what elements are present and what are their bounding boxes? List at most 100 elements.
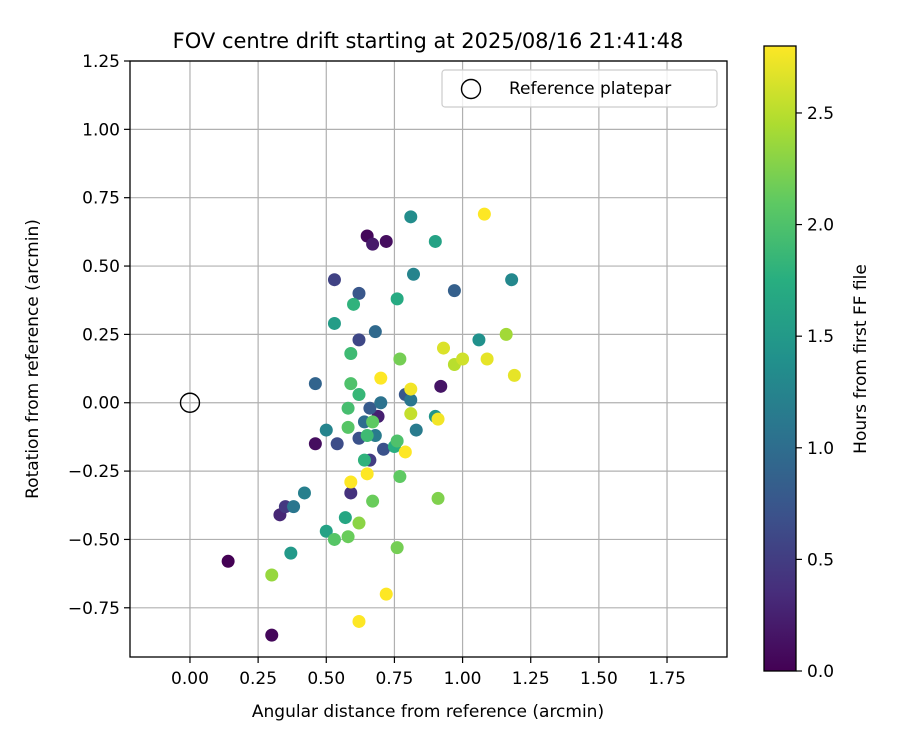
data-point xyxy=(456,352,470,366)
data-point xyxy=(436,341,450,355)
data-point xyxy=(344,475,358,489)
x-tick-label: 1.25 xyxy=(512,669,550,689)
data-point xyxy=(499,327,513,341)
data-point xyxy=(308,377,322,391)
data-point xyxy=(431,412,445,426)
data-point xyxy=(434,379,448,393)
data-point xyxy=(407,267,421,281)
data-point xyxy=(404,210,418,224)
legend-marker-reference xyxy=(460,78,482,100)
data-point xyxy=(390,292,404,306)
data-point xyxy=(377,442,391,456)
data-point xyxy=(368,325,382,339)
data-point xyxy=(472,333,486,347)
chart-title: FOV centre drift starting at 2025/08/16 … xyxy=(173,29,684,53)
data-point xyxy=(319,423,333,437)
x-tick-label: 0.50 xyxy=(307,669,345,689)
legend-box xyxy=(441,69,718,108)
data-point xyxy=(404,382,418,396)
data-point xyxy=(341,530,355,544)
data-point xyxy=(287,500,301,514)
data-point xyxy=(330,437,344,451)
data-point xyxy=(477,207,491,221)
x-tick-label: 0.25 xyxy=(239,669,277,689)
data-point xyxy=(363,401,377,415)
data-point xyxy=(374,396,388,410)
data-point xyxy=(352,286,366,300)
data-point xyxy=(404,393,418,407)
x-tick-label: 1.00 xyxy=(444,669,482,689)
data-point xyxy=(284,546,298,560)
colorbar-tick-label: 1.0 xyxy=(807,439,834,459)
y-tick-label: −0.25 xyxy=(68,462,120,482)
data-point xyxy=(344,347,358,361)
data-point xyxy=(398,445,412,459)
data-point xyxy=(338,511,352,525)
data-points xyxy=(179,207,521,642)
data-point xyxy=(319,524,333,538)
legend-entry-reference: Reference platepar xyxy=(509,79,671,99)
data-point xyxy=(404,407,418,421)
data-point xyxy=(308,437,322,451)
x-axis-label: Angular distance from reference (arcmin) xyxy=(252,702,604,722)
data-point xyxy=(341,401,355,415)
data-point xyxy=(357,453,371,467)
colorbar-tick-label: 2.5 xyxy=(807,104,834,124)
data-point xyxy=(327,316,341,330)
data-point xyxy=(265,568,279,582)
colorbar-tick-label: 0.0 xyxy=(807,662,834,682)
data-point xyxy=(352,614,366,628)
data-point xyxy=(447,284,461,298)
y-tick-label: 0.00 xyxy=(82,394,120,414)
x-tick-label: 1.75 xyxy=(648,669,686,689)
data-point xyxy=(379,234,393,248)
x-tick-label: 1.50 xyxy=(580,669,618,689)
data-point xyxy=(393,470,407,484)
data-point xyxy=(390,541,404,555)
y-tick-label: 1.25 xyxy=(82,52,120,72)
data-point xyxy=(265,628,279,642)
y-tick-label: 0.50 xyxy=(82,257,120,277)
data-point xyxy=(352,388,366,402)
colorbar-tick-label: 2.0 xyxy=(807,216,834,236)
data-point xyxy=(352,516,366,530)
y-tick-label: −0.75 xyxy=(68,599,120,619)
colorbar-tick-label: 1.5 xyxy=(807,327,834,347)
colorbar-gradient xyxy=(763,45,797,672)
y-tick-label: 0.75 xyxy=(82,189,120,209)
data-point xyxy=(366,415,380,429)
axis-ticks: 0.00 0.25 0.50 0.75 1.00 1.25 1.50 1.75 −0.75 −0.… xyxy=(68,52,686,689)
x-tick-label: 0.00 xyxy=(171,669,209,689)
data-point xyxy=(409,423,423,437)
data-point xyxy=(360,467,374,481)
y-tick-label: 1.00 xyxy=(82,120,120,140)
data-point xyxy=(327,273,341,287)
data-point xyxy=(374,371,388,385)
data-point xyxy=(344,377,358,391)
data-point xyxy=(379,587,393,601)
y-tick-label: −0.50 xyxy=(68,530,120,550)
data-point xyxy=(366,494,380,508)
y-tick-label: 0.25 xyxy=(82,325,120,345)
data-point xyxy=(344,486,358,500)
data-point xyxy=(297,486,311,500)
data-point xyxy=(347,297,361,311)
data-point xyxy=(352,333,366,347)
data-point xyxy=(393,352,407,366)
y-axis-label: Rotation from reference (arcmin) xyxy=(23,219,43,499)
x-tick-label: 0.75 xyxy=(375,669,413,689)
colorbar-tick-label: 0.5 xyxy=(807,550,834,570)
plot-frame xyxy=(129,60,728,658)
data-point xyxy=(366,237,380,251)
colorbar: 0.0 0.5 1.0 1.5 2.0 2.5 Hours from first FF f… xyxy=(763,45,871,682)
legend: Reference platepar xyxy=(441,69,718,108)
colorbar-label: Hours from first FF file xyxy=(851,264,871,454)
colorbar-ticks: 0.0 0.5 1.0 1.5 2.0 2.5 xyxy=(796,104,834,682)
reference-platepar-marker xyxy=(179,392,201,413)
data-point xyxy=(507,368,521,382)
data-point xyxy=(360,429,374,443)
data-point xyxy=(221,554,235,568)
data-point xyxy=(341,420,355,434)
data-point xyxy=(505,273,519,287)
